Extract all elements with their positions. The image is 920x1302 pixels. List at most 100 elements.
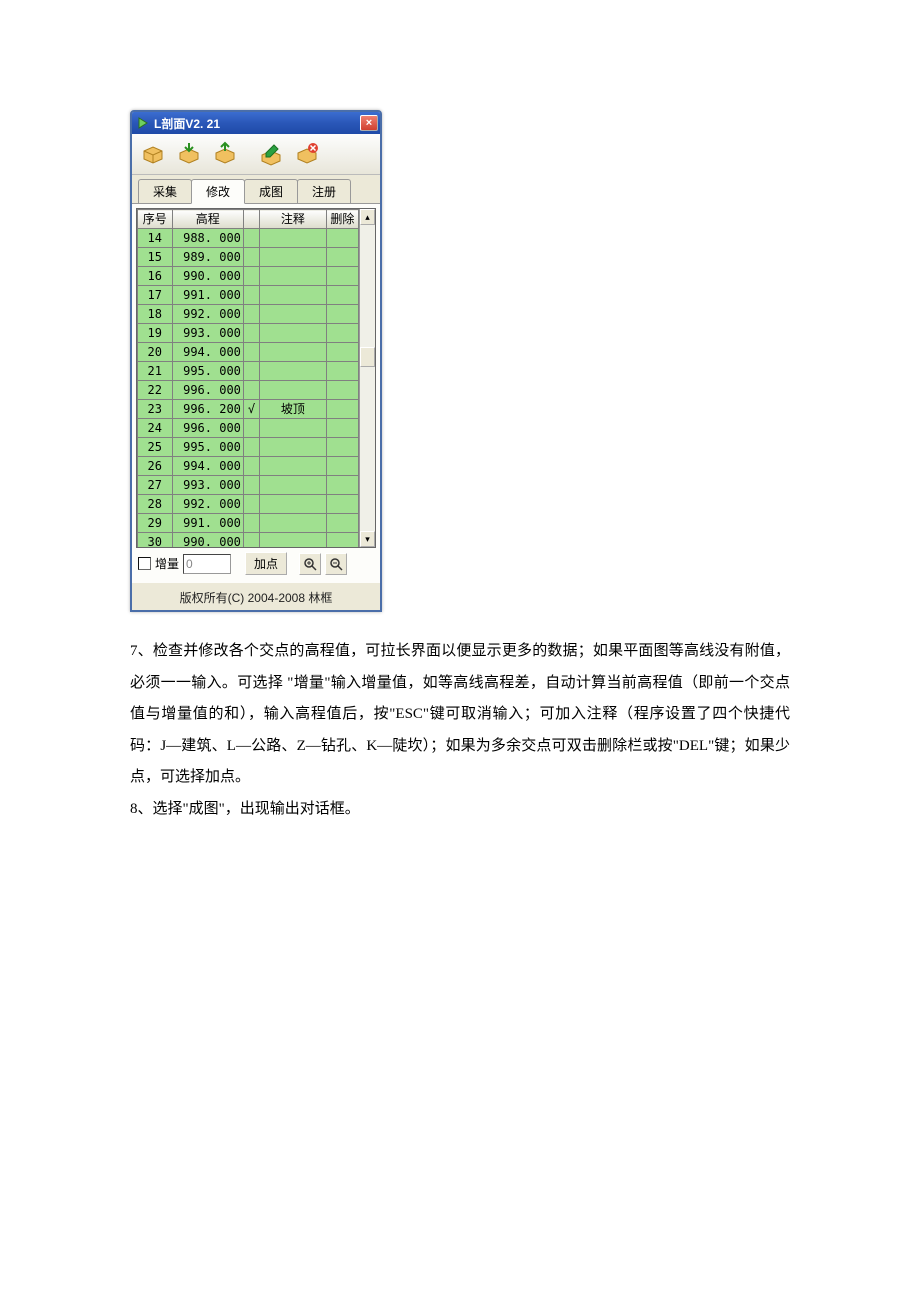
cell-note[interactable]	[260, 248, 327, 267]
table-row[interactable]: 27993. 000	[138, 476, 359, 495]
cell-check[interactable]	[243, 324, 259, 343]
tab-1[interactable]: 修改	[191, 179, 245, 204]
column-header[interactable]: 高程	[172, 210, 243, 229]
cell-index[interactable]: 18	[138, 305, 173, 324]
cell-check[interactable]	[243, 286, 259, 305]
column-header[interactable]: 序号	[138, 210, 173, 229]
table-row[interactable]: 16990. 000	[138, 267, 359, 286]
cell-index[interactable]: 15	[138, 248, 173, 267]
cell-elevation[interactable]: 991. 000	[172, 514, 243, 533]
cell-elevation[interactable]: 989. 000	[172, 248, 243, 267]
cell-delete[interactable]	[326, 514, 358, 533]
cell-delete[interactable]	[326, 248, 358, 267]
cell-check[interactable]	[243, 457, 259, 476]
cell-index[interactable]: 26	[138, 457, 173, 476]
scroll-track[interactable]	[360, 225, 375, 531]
cell-note[interactable]	[260, 438, 327, 457]
cell-note[interactable]	[260, 343, 327, 362]
delete-icon[interactable]	[290, 137, 324, 171]
cell-index[interactable]: 16	[138, 267, 173, 286]
title-bar[interactable]: L剖面V2. 21 ×	[132, 112, 380, 134]
scroll-thumb[interactable]	[360, 347, 375, 367]
table-row[interactable]: 21995. 000	[138, 362, 359, 381]
zoom-in-button[interactable]	[299, 553, 321, 575]
cell-elevation[interactable]: 988. 000	[172, 229, 243, 248]
cell-index[interactable]: 29	[138, 514, 173, 533]
cell-index[interactable]: 20	[138, 343, 173, 362]
cell-delete[interactable]	[326, 533, 358, 548]
cell-note[interactable]	[260, 362, 327, 381]
cell-check[interactable]	[243, 248, 259, 267]
cell-check[interactable]	[243, 343, 259, 362]
cell-elevation[interactable]: 993. 000	[172, 324, 243, 343]
table-row[interactable]: 17991. 000	[138, 286, 359, 305]
cell-index[interactable]: 27	[138, 476, 173, 495]
cell-elevation[interactable]: 994. 000	[172, 457, 243, 476]
table-row[interactable]: 28992. 000	[138, 495, 359, 514]
cell-delete[interactable]	[326, 457, 358, 476]
cell-elevation[interactable]: 996. 000	[172, 419, 243, 438]
cell-delete[interactable]	[326, 267, 358, 286]
table-row[interactable]: 19993. 000	[138, 324, 359, 343]
tab-3[interactable]: 注册	[297, 179, 351, 203]
column-header[interactable]: 删除	[326, 210, 358, 229]
table-row[interactable]: 20994. 000	[138, 343, 359, 362]
import-icon[interactable]	[172, 137, 206, 171]
cell-delete[interactable]	[326, 362, 358, 381]
cell-note[interactable]	[260, 514, 327, 533]
cell-check[interactable]	[243, 419, 259, 438]
cell-check[interactable]	[243, 495, 259, 514]
cell-delete[interactable]	[326, 324, 358, 343]
cell-delete[interactable]	[326, 305, 358, 324]
table-row[interactable]: 22996. 000	[138, 381, 359, 400]
cell-elevation[interactable]: 996. 200	[172, 400, 243, 419]
increment-checkbox[interactable]	[138, 557, 151, 570]
cell-elevation[interactable]: 990. 000	[172, 533, 243, 548]
column-header[interactable]	[243, 210, 259, 229]
cell-check[interactable]	[243, 533, 259, 548]
table-row[interactable]: 30990. 000	[138, 533, 359, 548]
cell-note[interactable]	[260, 305, 327, 324]
cell-note[interactable]	[260, 229, 327, 248]
cell-elevation[interactable]: 991. 000	[172, 286, 243, 305]
scroll-down-button[interactable]: ▾	[360, 531, 375, 547]
cell-note[interactable]	[260, 457, 327, 476]
increment-input[interactable]	[183, 554, 231, 574]
cell-delete[interactable]	[326, 476, 358, 495]
cell-index[interactable]: 22	[138, 381, 173, 400]
table-row[interactable]: 25995. 000	[138, 438, 359, 457]
table-row[interactable]: 24996. 000	[138, 419, 359, 438]
cell-index[interactable]: 23	[138, 400, 173, 419]
cell-note[interactable]	[260, 533, 327, 548]
cell-delete[interactable]	[326, 229, 358, 248]
cell-note[interactable]	[260, 419, 327, 438]
cell-check[interactable]	[243, 438, 259, 457]
cell-delete[interactable]	[326, 381, 358, 400]
table-row[interactable]: 15989. 000	[138, 248, 359, 267]
cell-note[interactable]	[260, 324, 327, 343]
cell-note[interactable]	[260, 495, 327, 514]
cell-delete[interactable]	[326, 400, 358, 419]
cell-index[interactable]: 14	[138, 229, 173, 248]
cell-delete[interactable]	[326, 286, 358, 305]
cell-check[interactable]	[243, 362, 259, 381]
tab-2[interactable]: 成图	[244, 179, 298, 203]
cell-elevation[interactable]: 992. 000	[172, 495, 243, 514]
cell-delete[interactable]	[326, 343, 358, 362]
cell-check[interactable]	[243, 476, 259, 495]
cell-index[interactable]: 17	[138, 286, 173, 305]
cell-index[interactable]: 28	[138, 495, 173, 514]
tab-0[interactable]: 采集	[138, 179, 192, 203]
cell-check[interactable]	[243, 267, 259, 286]
cell-note[interactable]	[260, 476, 327, 495]
cell-note[interactable]	[260, 267, 327, 286]
table-row[interactable]: 18992. 000	[138, 305, 359, 324]
cell-index[interactable]: 19	[138, 324, 173, 343]
cell-note[interactable]	[260, 381, 327, 400]
cell-check[interactable]	[243, 514, 259, 533]
open-box-icon[interactable]	[136, 137, 170, 171]
scroll-up-button[interactable]: ▴	[360, 209, 375, 225]
cell-index[interactable]: 25	[138, 438, 173, 457]
cell-elevation[interactable]: 996. 000	[172, 381, 243, 400]
table-row[interactable]: 29991. 000	[138, 514, 359, 533]
